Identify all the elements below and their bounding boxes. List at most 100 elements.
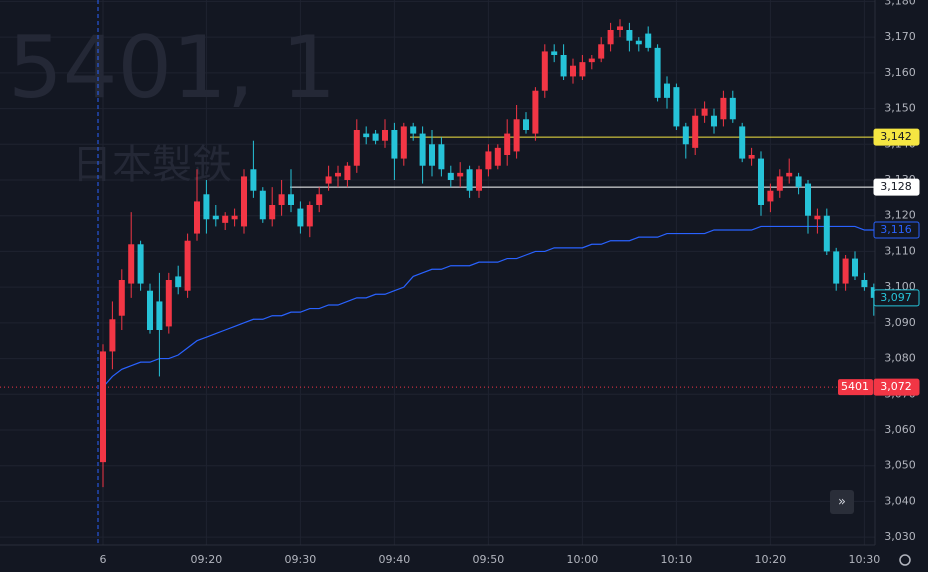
watermark-symbol: 5401, 1	[8, 18, 336, 118]
watermark-name: 日本製鉄	[72, 142, 232, 188]
price-badge-label: 3,072	[880, 380, 912, 393]
candle-body	[231, 215, 238, 220]
candle-body	[363, 133, 370, 138]
candle-body	[758, 158, 764, 205]
candle-body	[447, 172, 454, 180]
candle-body	[165, 280, 172, 327]
scroll-button[interactable]	[830, 490, 854, 514]
candle-body	[870, 287, 875, 298]
candle-body	[513, 119, 520, 152]
price-badge-label: 3,097	[880, 291, 912, 304]
x-tick-label: 10:20	[755, 553, 787, 566]
candle-body	[391, 130, 398, 159]
candle-body	[306, 205, 313, 227]
candle-body	[494, 147, 501, 166]
candle-body	[118, 280, 125, 316]
price-badge-label: 3,116	[880, 223, 912, 236]
candle-body	[203, 194, 210, 220]
candle-body	[673, 87, 680, 127]
candle-body	[212, 215, 219, 220]
plot-area	[0, 19, 875, 488]
candle-body	[222, 215, 229, 223]
candle-body	[250, 169, 257, 191]
candle-body	[438, 144, 445, 170]
symbol-badge	[838, 379, 873, 396]
candle-body	[748, 155, 755, 159]
candle-body	[579, 62, 586, 77]
candle-body	[429, 144, 435, 166]
candle-body	[353, 130, 360, 166]
candle-body	[570, 65, 576, 77]
price-badge	[873, 378, 920, 396]
price-badge	[873, 221, 920, 239]
x-tick-label: 6	[100, 553, 107, 566]
candle-body	[852, 258, 858, 277]
candle-body	[739, 126, 746, 159]
candle-body	[523, 119, 529, 130]
candle-body	[645, 33, 652, 48]
candle-body	[335, 172, 341, 177]
candle-body	[128, 244, 135, 284]
candle-body	[692, 115, 699, 148]
candle-body	[786, 172, 793, 177]
candle-body	[607, 30, 614, 45]
y-tick-label: 3,030	[884, 530, 916, 543]
candle-body	[297, 208, 304, 227]
candle-body	[767, 190, 774, 202]
x-tick-label: 09:50	[473, 553, 505, 566]
vwap-line	[102, 225, 874, 388]
candle-body	[617, 26, 623, 30]
candle-body	[466, 169, 473, 191]
candle-body	[635, 40, 642, 45]
candle-body	[278, 194, 285, 205]
candle-body	[325, 176, 332, 184]
candle-body	[560, 55, 567, 77]
candle-body	[288, 194, 294, 205]
candle-body	[729, 97, 736, 120]
candle-body	[241, 176, 247, 227]
x-tick-label: 10:00	[567, 553, 599, 566]
candle-body	[664, 83, 670, 98]
candle-body	[861, 280, 868, 288]
candle-body	[109, 319, 116, 352]
candle-body	[720, 97, 727, 120]
candle-body	[400, 126, 407, 159]
candle-body	[100, 351, 106, 463]
symbol-badge-label: 5401	[841, 380, 869, 393]
candle-body	[814, 215, 821, 220]
y-tick-label: 3,090	[884, 316, 916, 329]
candle-body	[137, 244, 144, 284]
candle-body	[194, 201, 200, 234]
candle-body	[532, 90, 539, 134]
x-tick-label: 09:20	[191, 553, 223, 566]
candle-body	[805, 183, 811, 216]
candle-body	[485, 151, 492, 170]
settings-button[interactable]	[899, 554, 911, 566]
candle-body	[269, 205, 276, 220]
candle-body	[382, 130, 388, 141]
candle-body	[598, 44, 605, 59]
candle-body	[147, 290, 153, 330]
price-badge	[873, 128, 920, 146]
candle-body	[654, 47, 661, 98]
y-tick-label: 3,150	[884, 102, 916, 115]
x-tick-label: 10:10	[661, 553, 693, 566]
candle-body	[476, 169, 482, 191]
candle-body	[259, 190, 266, 220]
price-badge-label: 3,128	[880, 180, 912, 193]
candle-body	[626, 30, 633, 41]
candle-body	[184, 240, 191, 291]
price-badge-label: 3,142	[880, 130, 912, 143]
price-badge	[873, 178, 920, 196]
scroll-icon: »	[838, 495, 846, 510]
candle-body	[701, 108, 708, 116]
y-tick-label: 3,060	[884, 423, 916, 436]
candle-body	[541, 51, 548, 91]
candle-body	[344, 165, 351, 180]
candle-body	[823, 215, 830, 252]
candle-body	[175, 276, 182, 288]
x-tick-label: 10:30	[849, 553, 881, 566]
candle-body	[711, 115, 717, 127]
